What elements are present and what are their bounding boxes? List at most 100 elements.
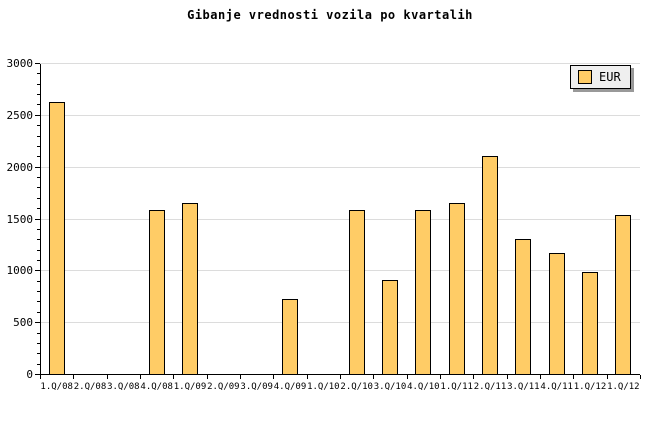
y-minor-tick <box>37 208 40 210</box>
y-minor-tick <box>37 187 40 189</box>
bar <box>182 202 198 375</box>
y-minor-tick <box>37 83 40 85</box>
y-minor-tick <box>37 311 40 313</box>
bar <box>615 215 632 375</box>
x-axis-labels: 1.Q/08 2.Q/08 3.Q/08 4.Q/08 1.Q/09 2.Q/09 3.Q/… <box>40 381 640 395</box>
legend-box: EUR <box>570 65 631 89</box>
bar <box>382 279 398 375</box>
y-axis-line <box>40 64 41 375</box>
x-tick <box>540 375 541 379</box>
y-axis-labels: 0 500 1000 1500 2000 2500 3000 <box>0 58 34 381</box>
gridline <box>40 114 640 116</box>
y-minor-tick <box>37 73 40 75</box>
x-axis-label: 4.Q/08 <box>140 382 173 392</box>
x-axis-label: 2.Q/09 <box>207 382 240 392</box>
y-axis-label: 3000 <box>6 57 34 70</box>
x-axis-label: 2.Q/08 <box>73 382 107 392</box>
legend-swatch <box>578 70 592 84</box>
y-minor-tick <box>37 104 40 106</box>
y-major-tick <box>35 218 40 220</box>
x-axis-label: 4.Q/10 <box>407 382 440 392</box>
x-axis-label: 2.Q/11 <box>473 382 507 392</box>
x-axis-label: 1.Q/12 <box>607 382 640 392</box>
x-tick <box>340 375 341 379</box>
bar <box>582 272 598 375</box>
y-minor-tick <box>37 259 40 261</box>
gridline <box>40 218 640 220</box>
legend-label: EUR <box>599 70 621 84</box>
x-tick <box>440 375 441 379</box>
x-tick <box>407 375 408 379</box>
x-tick <box>40 375 41 379</box>
x-axis-label: 1.Q/11 <box>440 382 473 392</box>
x-tick <box>640 375 641 379</box>
y-axis-label: 2000 <box>6 160 34 174</box>
y-minor-tick <box>37 145 40 147</box>
x-tick <box>207 375 208 379</box>
y-major-tick <box>35 63 40 64</box>
x-axis-label: 3.Q/09 <box>240 382 273 392</box>
bar <box>448 202 465 375</box>
bar <box>415 210 432 375</box>
bar <box>348 210 365 375</box>
y-minor-tick <box>37 363 40 365</box>
y-minor-tick <box>37 228 40 230</box>
x-tick <box>473 375 474 379</box>
plot-area <box>35 63 641 379</box>
gridline <box>40 166 640 168</box>
y-minor-tick <box>37 291 40 293</box>
gridline <box>40 63 640 64</box>
x-axis-label: 1.Q/12 <box>573 382 607 392</box>
y-minor-tick <box>37 332 40 334</box>
y-minor-tick <box>37 197 40 199</box>
x-axis-label: 4.Q/09 <box>273 382 307 392</box>
x-axis-label: 3.Q/08 <box>107 382 140 392</box>
bar <box>515 239 532 375</box>
y-minor-tick <box>37 125 40 127</box>
y-axis-label: 0 <box>26 368 33 381</box>
x-tick <box>507 375 508 379</box>
y-minor-tick <box>37 342 40 344</box>
x-tick <box>73 375 74 379</box>
x-axis-label: 1.Q/08 <box>40 382 73 392</box>
x-tick <box>173 375 174 379</box>
x-tick <box>573 375 574 379</box>
y-minor-tick <box>37 94 40 96</box>
y-minor-tick <box>37 280 40 282</box>
x-tick <box>273 375 274 379</box>
y-minor-tick <box>37 353 40 355</box>
x-axis-label: 4.Q/11 <box>540 382 573 392</box>
x-axis-label: 2.Q/10 <box>340 382 373 392</box>
y-axis-label: 500 <box>13 316 33 330</box>
y-minor-tick <box>37 177 40 179</box>
x-axis-label: 1.Q/09 <box>173 382 207 392</box>
bar <box>548 252 565 375</box>
x-tick <box>373 375 374 379</box>
x-tick <box>240 375 241 379</box>
x-axis-label: 1.Q/10 <box>307 382 340 392</box>
y-major-tick <box>35 114 40 116</box>
y-minor-tick <box>37 301 40 303</box>
x-axis-line <box>40 374 640 375</box>
y-axis-label: 1000 <box>6 264 34 278</box>
x-tick <box>140 375 141 379</box>
bar <box>282 299 298 375</box>
bar <box>48 102 65 375</box>
y-minor-tick <box>37 239 40 241</box>
x-tick <box>307 375 308 379</box>
x-tick <box>607 375 608 379</box>
y-minor-tick <box>37 156 40 158</box>
x-tick <box>107 375 108 379</box>
bar <box>482 156 498 375</box>
y-major-tick <box>35 166 40 168</box>
y-major-tick <box>35 322 40 324</box>
y-axis-label: 1500 <box>6 212 34 226</box>
y-axis-label: 2500 <box>6 108 34 122</box>
bar <box>148 210 165 375</box>
gridline <box>40 322 640 324</box>
gridline <box>40 270 640 272</box>
y-major-tick <box>35 270 40 272</box>
x-axis-label: 3.Q/11 <box>507 382 540 392</box>
x-axis-label: 3.Q/10 <box>373 382 407 392</box>
